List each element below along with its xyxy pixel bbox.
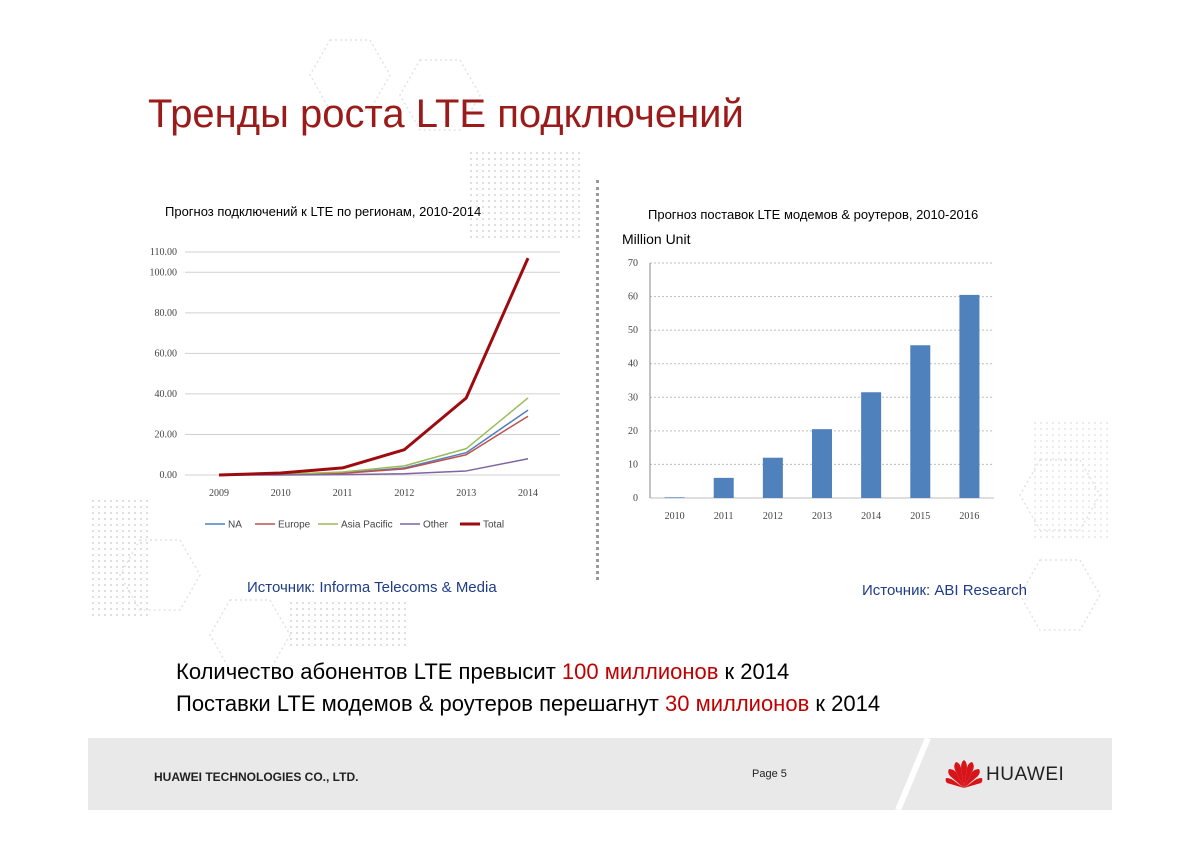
series-line-na [218,409,529,476]
x-tick-label: 2009 [209,488,229,499]
y-tick-label: 10 [628,459,638,470]
y-tick-label: 20 [628,426,638,437]
summary-line-2-tail: к 2014 [809,691,881,716]
bar-2016 [959,294,980,498]
bar-2012 [762,457,783,498]
legend-label: Europe [278,520,311,531]
summary-line-2: Поставки LTE модемов & роутеров перешагн… [176,688,880,720]
y-tick-label: 0 [633,493,638,504]
footer-company-name: HUAWEI TECHNOLOGIES CO., LTD. [154,770,359,784]
series-line-other [219,458,529,476]
y-tick-label: 50 [628,325,638,336]
legend-label: Other [423,520,449,531]
y-tick-label: 0.00 [160,470,178,481]
summary-block: Количество абонентов LTE превысит 100 ми… [176,656,880,720]
bar-2014 [861,392,882,498]
right-chart-source: Источник: ABI Research [862,582,1027,599]
x-tick-label: 2011 [714,511,734,522]
x-tick-label: 2011 [333,488,353,499]
huawei-logo-icon [945,760,983,788]
y-tick-label: 70 [628,258,638,269]
summary-line-2-text: Поставки LTE модемов & роутеров перешагн… [176,691,665,716]
y-tick-label: 80.00 [155,308,178,319]
y-tick-label: 20.00 [155,429,178,440]
dot-pattern-area [290,600,410,650]
left-chart-source: Источник: Informa Telecoms & Media [247,579,497,596]
series-line-asia-pacific [218,397,529,476]
right-bar-chart: 0 10 20 30 40 50 60 70 2010 2011 2012 2013 2014 2015 2… [628,258,994,522]
huawei-brand: HUAWEI [944,754,1094,794]
bar-2015 [910,345,931,498]
summary-line-1-text: Количество абонентов LTE превысит [176,659,562,684]
footer-bar: HUAWEI TECHNOLOGIES CO., LTD. Page 5 [88,738,1112,810]
summary-line-1-tail: к 2014 [718,659,790,684]
x-tick-label: 2016 [959,511,979,522]
bar-2011 [713,477,734,498]
x-tick-label: 2010 [271,488,291,499]
bar-2013 [812,429,832,498]
y-tick-label: 60.00 [155,348,178,359]
series-line-europe [218,415,529,476]
bar-2010 [664,497,685,498]
x-tick-label: 2012 [394,488,414,499]
legend-label: NA [228,520,242,531]
dot-pattern-area [88,500,148,620]
right-chart-title: Прогноз поставок LTE модемов & роутеров,… [648,207,979,222]
x-tick-label: 2013 [456,488,476,499]
slide-title: Тренды роста LTE подключений [148,92,744,136]
left-chart-title: Прогноз подключений к LTE по регионам, 2… [165,204,482,219]
series-line-total [218,257,530,477]
summary-line-2-highlight: 30 миллионов [664,691,810,716]
summary-line-1: Количество абонентов LTE превысит 100 ми… [176,656,880,688]
chart-divider [596,180,599,580]
footer-page-number: Page 5 [752,768,787,780]
huawei-wordmark: HUAWEI [986,764,1065,785]
legend-label: Asia Pacific [341,520,393,531]
y-tick-label: 100.00 [150,267,178,278]
x-tick-label: 2010 [665,511,685,522]
footer-slash-decoration [895,738,931,810]
summary-line-1-highlight: 100 миллионов [561,659,719,684]
dot-pattern-area [470,150,580,240]
x-tick-label: 2014 [518,488,538,499]
y-tick-label: 110.00 [150,247,177,258]
y-tick-label: 60 [628,292,638,303]
x-tick-label: 2012 [763,511,783,522]
x-tick-label: 2015 [910,511,930,522]
x-tick-label: 2013 [812,511,832,522]
left-line-chart: 0.00 20.00 40.00 60.00 80.00 100.00 110.00 2009… [150,247,560,531]
legend-label: Total [483,520,504,531]
x-tick-label: 2014 [861,511,881,522]
y-tick-label: 40.00 [155,389,178,400]
right-chart-unit-label: Million Unit [622,231,691,247]
y-tick-label: 30 [628,392,638,403]
y-tick-label: 40 [628,359,638,370]
dot-pattern-area [1030,420,1110,540]
